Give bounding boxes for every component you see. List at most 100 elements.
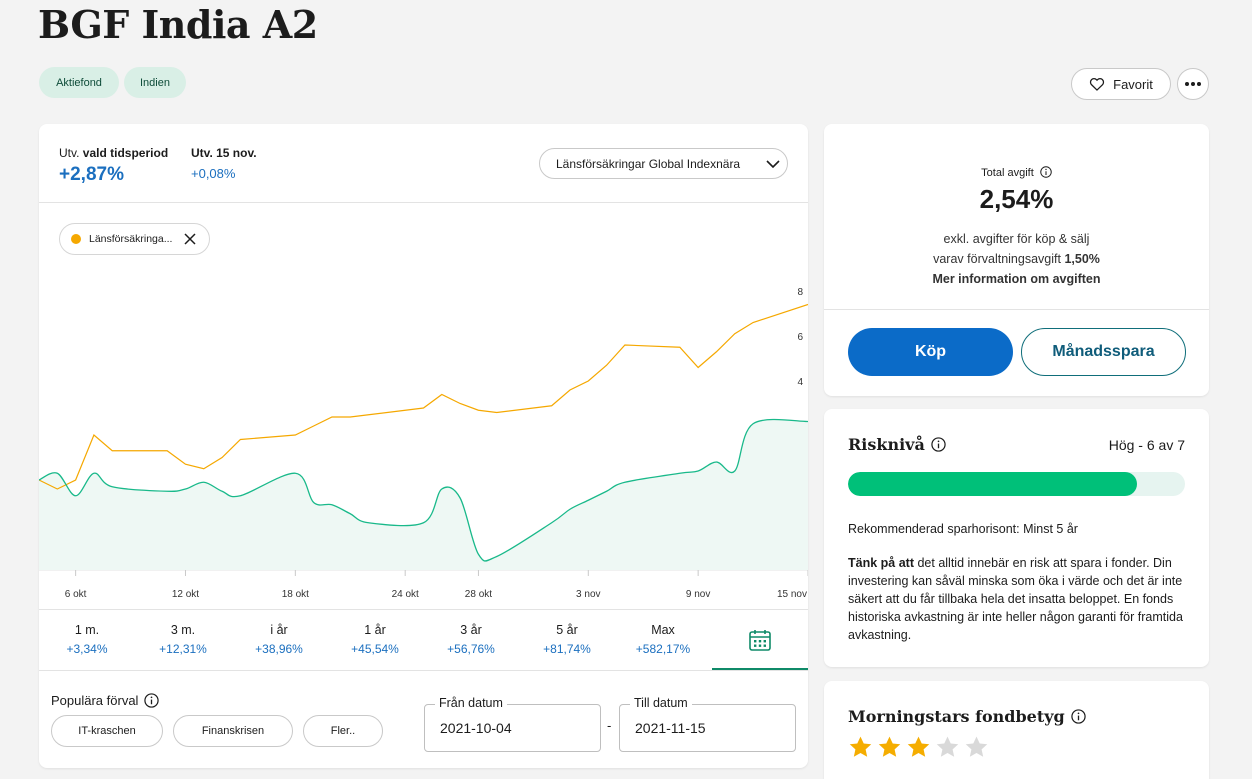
period-label: 3 m. bbox=[170, 623, 196, 637]
from-date-label: Från datum bbox=[435, 696, 507, 710]
legend-chip[interactable]: Länsförsäkringa... bbox=[59, 223, 210, 255]
x-tick-label: 18 okt bbox=[282, 589, 309, 600]
risk-notice: Tänk på att det alltid innebär en risk a… bbox=[848, 554, 1193, 644]
period-4[interactable]: 3 år +56,76% bbox=[423, 610, 519, 670]
favorite-button[interactable]: Favorit bbox=[1071, 68, 1171, 100]
fund-title: BGF India A2 bbox=[38, 2, 318, 47]
morningstar-card: Morningstars fondbetyg bbox=[824, 681, 1209, 779]
popular-presets-text: Populära förval bbox=[51, 693, 139, 708]
performance-card: Utv. vald tidsperiod +2,87% Utv. 15 nov.… bbox=[39, 124, 808, 768]
compare-select-value: Länsförsäkringar Global Indexnära bbox=[556, 156, 741, 171]
x-tick-label: 9 nov bbox=[686, 589, 710, 600]
x-tick-label: 3 nov bbox=[576, 589, 600, 600]
info-icon[interactable] bbox=[1040, 166, 1052, 178]
risk-level-fill bbox=[848, 472, 1137, 496]
morningstar-title: Morningstars fondbetyg bbox=[848, 707, 1086, 726]
favorite-label: Favorit bbox=[1113, 76, 1153, 92]
period-label-prefix: Utv. bbox=[59, 146, 80, 160]
x-tick-label: 6 okt bbox=[65, 589, 87, 600]
info-icon[interactable] bbox=[1071, 709, 1086, 724]
period-label-bold: vald tidsperiod bbox=[82, 146, 169, 160]
period-value: +45,54% bbox=[351, 642, 399, 656]
risk-title-text: Risknivå bbox=[848, 435, 925, 454]
to-date-field[interactable]: Till datum 2021-11-15 bbox=[619, 696, 796, 752]
chevron-down-icon bbox=[766, 159, 780, 168]
y-tick-label: 4 bbox=[797, 377, 803, 388]
y-tick-label: 6 bbox=[797, 332, 803, 343]
compare-select[interactable]: Länsförsäkringar Global Indexnära bbox=[539, 148, 788, 179]
info-icon[interactable] bbox=[931, 437, 946, 452]
period-label: i år bbox=[270, 623, 288, 637]
period-selector: 1 m. +3,34% 3 m. +12,31% i år +38,96% 1 år +45,… bbox=[39, 610, 808, 670]
star-icon bbox=[849, 736, 872, 757]
x-tick-label: 12 okt bbox=[172, 589, 199, 600]
monthly-save-button[interactable]: Månadsspara bbox=[1021, 328, 1186, 376]
period-value: +81,74% bbox=[543, 642, 591, 656]
to-date-label: Till datum bbox=[630, 696, 692, 710]
day-performance-label: Utv. 15 nov. bbox=[191, 146, 257, 160]
from-date-field[interactable]: Från datum 2021-10-04 bbox=[424, 696, 601, 752]
management-fee-value: 1,50% bbox=[1064, 252, 1100, 266]
period-2[interactable]: i år +38,96% bbox=[231, 610, 327, 670]
risk-notice-bold: Tänk på att bbox=[848, 556, 914, 570]
fund-area bbox=[39, 419, 808, 570]
period-performance-label: Utv. vald tidsperiod bbox=[59, 146, 168, 160]
total-fee-label-text: Total avgift bbox=[981, 167, 1034, 179]
risk-level-text: Hög - 6 av 7 bbox=[1108, 437, 1185, 453]
to-date-value: 2021-11-15 bbox=[635, 720, 706, 736]
info-icon[interactable] bbox=[144, 693, 160, 708]
period-value: +56,76% bbox=[447, 642, 495, 656]
period-1[interactable]: 3 m. +12,31% bbox=[135, 610, 231, 670]
risk-notice-text: det alltid innebär en risk att spara i f… bbox=[848, 556, 1183, 642]
divider bbox=[39, 670, 808, 671]
x-tick-label: 24 okt bbox=[392, 589, 419, 600]
period-label: 5 år bbox=[556, 623, 578, 637]
compare-series-line bbox=[39, 303, 808, 490]
preset-it-kraschen[interactable]: IT-kraschen bbox=[51, 715, 163, 747]
divider bbox=[39, 202, 808, 203]
star-icon bbox=[965, 736, 988, 757]
day-performance-value: +0,08% bbox=[191, 166, 236, 181]
risk-card: Risknivå Hög - 6 av 7 Rekommenderad spar… bbox=[824, 409, 1209, 667]
preset-finanskrisen[interactable]: Finanskrisen bbox=[173, 715, 293, 747]
legend-chip-label: Länsförsäkringa... bbox=[89, 233, 173, 245]
close-icon[interactable] bbox=[184, 233, 196, 245]
tag-aktiefond[interactable]: Aktiefond bbox=[39, 67, 119, 98]
divider bbox=[39, 609, 808, 610]
more-button[interactable] bbox=[1177, 68, 1209, 100]
fee-more-info-link[interactable]: Mer information om avgiften bbox=[932, 272, 1101, 286]
calendar-button[interactable] bbox=[712, 610, 808, 670]
fee-excl-text: exkl. avgifter för köp & sälj bbox=[943, 232, 1090, 246]
period-label: Max bbox=[651, 623, 675, 637]
buy-button[interactable]: Köp bbox=[848, 328, 1013, 376]
period-value: +38,96% bbox=[255, 642, 303, 656]
date-separator: - bbox=[607, 718, 612, 733]
heart-icon bbox=[1089, 77, 1105, 91]
fee-card: Total avgift 2,54% exkl. avgifter för kö… bbox=[824, 124, 1209, 396]
fund-series-line bbox=[39, 418, 808, 562]
risk-level-bar bbox=[848, 472, 1185, 496]
period-0[interactable]: 1 m. +3,34% bbox=[39, 610, 135, 670]
period-value: +12,31% bbox=[159, 642, 207, 656]
star-icon bbox=[936, 736, 959, 757]
preset-more[interactable]: Fler.. bbox=[303, 715, 383, 747]
series-color-dot bbox=[71, 234, 81, 244]
divider bbox=[824, 309, 1209, 310]
tag-indien[interactable]: Indien bbox=[124, 67, 186, 98]
period-6[interactable]: Max +582,17% bbox=[615, 610, 711, 670]
savings-horizon: Rekommenderad sparhorisont: Minst 5 år bbox=[848, 522, 1078, 536]
morningstar-title-text: Morningstars fondbetyg bbox=[848, 707, 1065, 726]
management-fee-label: varav förvaltningsavgift bbox=[933, 252, 1061, 266]
star-icon bbox=[878, 736, 901, 757]
x-tick-label: 28 okt bbox=[465, 589, 492, 600]
period-5[interactable]: 5 år +81,74% bbox=[519, 610, 615, 670]
period-3[interactable]: 1 år +45,54% bbox=[327, 610, 423, 670]
total-fee-value: 2,54% bbox=[979, 184, 1054, 214]
period-label: 1 år bbox=[364, 623, 386, 637]
star-icon bbox=[907, 736, 930, 757]
x-tick-label: 15 nov bbox=[777, 589, 807, 600]
risk-title: Risknivå bbox=[848, 435, 946, 454]
calendar-icon bbox=[749, 630, 771, 651]
period-value: +3,34% bbox=[66, 642, 108, 656]
